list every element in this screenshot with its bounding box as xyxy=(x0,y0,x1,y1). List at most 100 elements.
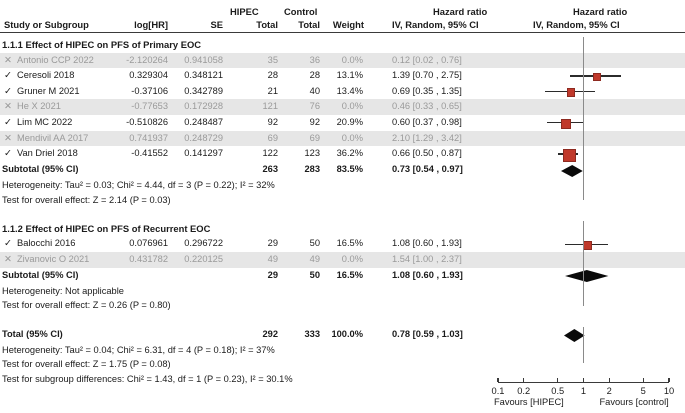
subtotal-hipec-total: 29 xyxy=(267,269,278,280)
null-effect-line xyxy=(582,326,585,363)
header-study-or-subgroup: Study or Subgroup xyxy=(4,19,89,30)
x-axis-tick xyxy=(642,378,644,382)
study-loghr: -0.510826 xyxy=(126,117,168,127)
study-effect-estimate: 0.69 [0.35 , 1.35] xyxy=(392,85,462,96)
study-se: 0.220125 xyxy=(184,254,223,264)
study-control-total: 50 xyxy=(309,238,320,249)
study-hipec-total: 29 xyxy=(267,238,278,249)
included-check-icon[interactable]: ✓ xyxy=(4,70,12,82)
study-loghr: 0.329304 xyxy=(129,70,168,81)
study-name: Lim MC 2022 xyxy=(17,117,73,127)
header-group-control: Control xyxy=(284,6,318,17)
x-axis-tick-label: 0.1 xyxy=(491,386,505,396)
header-loghr: log[HR] xyxy=(134,19,168,30)
study-effect-estimate: 1.08 [0.60 , 1.93] xyxy=(392,238,462,249)
study-control-total: 36 xyxy=(309,54,320,65)
study-weight: 16.5% xyxy=(336,238,363,249)
subtotal-row[interactable]: Subtotal (95% CI) 29 50 16.5% 1.08 [0.60 , 1… xyxy=(0,268,685,284)
excluded-x-icon[interactable]: ✕ xyxy=(4,101,12,113)
header-hazard-ratio-left: Hazard ratio xyxy=(433,6,488,17)
included-check-icon[interactable]: ✓ xyxy=(4,117,12,128)
total-hipec-total: 292 xyxy=(262,328,278,339)
heterogeneity-row[interactable]: Heterogeneity: Not applicable xyxy=(0,283,685,299)
excluded-x-icon[interactable]: ✕ xyxy=(4,254,12,265)
study-weight: 13.4% xyxy=(336,85,363,96)
table-row[interactable]: ✕ He X 2021 -0.77653 0.172928 121 76 0.0% 0.46 … xyxy=(0,99,685,115)
total-overall-effect-row[interactable]: Test for overall effect: Z = 1.75 (P = 0… xyxy=(0,356,685,372)
study-se: 0.248487 xyxy=(184,117,223,127)
x-axis-tick-label: 0.5 xyxy=(551,386,565,396)
study-hipec-total: 69 xyxy=(267,132,278,143)
table-row[interactable]: ✓ Lim MC 2022 -0.510826 0.248487 92 92 20.9% 0.… xyxy=(0,115,685,131)
total-control-total: 333 xyxy=(304,328,320,339)
included-check-icon[interactable]: ✓ xyxy=(4,238,12,250)
study-loghr: -0.37106 xyxy=(131,85,168,96)
effect-size-marker[interactable] xyxy=(592,72,601,82)
header-hazard-ratio-right: Hazard ratio xyxy=(573,6,628,17)
excluded-x-icon[interactable]: ✕ xyxy=(4,54,12,66)
pooled-effect-diamond xyxy=(560,164,583,177)
header-hipec-total: Total xyxy=(256,19,278,30)
effect-size-marker[interactable] xyxy=(582,240,592,250)
table-row[interactable]: ✕ Antonio CCP 2022 -2.120264 0.941058 35 36 0.… xyxy=(0,52,685,69)
subgroup-differences-test: Test for subgroup differences: Chi² = 1.… xyxy=(2,373,293,384)
table-row[interactable]: ✕ Mendivil AA 2017 0.741937 0.248729 69 69 0.0… xyxy=(0,130,685,147)
subgroup-heterogeneity-1.1.2: Heterogeneity: Not applicable xyxy=(2,286,124,297)
excluded-x-icon[interactable]: ✕ xyxy=(4,132,12,144)
total-effect-estimate: 0.78 [0.59 , 1.03] xyxy=(392,328,463,339)
subgroup-heading-row[interactable]: 1.1.2 Effect of HIPEC on PFS of Recurren… xyxy=(0,221,685,237)
subtotal-effect-estimate: 0.73 [0.54 , 0.97] xyxy=(392,163,463,174)
subtotal-weight: 16.5% xyxy=(336,269,363,280)
subtotal-hipec-total: 263 xyxy=(262,163,278,174)
total-heterogeneity-row[interactable]: Heterogeneity: Tau² = 0.04; Chi² = 6.31,… xyxy=(0,342,685,358)
study-control-total: 92 xyxy=(309,117,320,127)
subtotal-control-total: 283 xyxy=(304,163,320,174)
study-effect-estimate: 0.12 [0.02 , 0.76] xyxy=(392,54,462,65)
study-control-total: 28 xyxy=(309,70,320,81)
study-weight: 0.0% xyxy=(341,101,363,112)
study-effect-estimate: 0.46 [0.33 , 0.65] xyxy=(392,101,462,112)
included-check-icon[interactable]: ✓ xyxy=(4,85,12,97)
x-axis-tick xyxy=(582,378,585,382)
total-row[interactable]: Total (95% CI) 292 333 100.0% 0.78 [0.59 , 1… xyxy=(0,327,685,343)
forest-graph-area: 0.1 0.2 0.5 1 2 5 10 Favours [HIPEC] Favours [co… xyxy=(440,0,685,413)
subgroup-heading-row[interactable]: 1.1.1 Effect of HIPEC on PFS of Primary … xyxy=(0,37,685,53)
study-effect-estimate: 1.54 [1.00 , 2.37] xyxy=(392,254,462,264)
header-group-hipec: HIPEC xyxy=(230,6,259,17)
x-axis-tick xyxy=(497,378,499,382)
table-row[interactable]: ✓ Balocchi 2016 0.076961 0.296722 29 50 16.5% 1… xyxy=(0,236,685,252)
overall-effect-row[interactable]: Test for overall effect: Z = 2.14 (P = 0… xyxy=(0,192,685,208)
null-effect-line xyxy=(582,220,585,306)
x-axis-tick-label: 0.2 xyxy=(517,386,531,396)
subtotal-weight: 83.5% xyxy=(336,163,363,174)
total-overall-effect: Test for overall effect: Z = 1.75 (P = 0… xyxy=(2,359,171,370)
study-effect-estimate: 0.60 [0.37 , 0.98] xyxy=(392,117,462,127)
study-weight: 13.1% xyxy=(336,70,363,81)
subgroup-heterogeneity-1.1.1: Heterogeneity: Tau² = 0.03; Chi² = 4.44,… xyxy=(2,180,275,191)
table-row[interactable]: ✓ Van Driel 2018 -0.41552 0.141297 122 123 36.… xyxy=(0,146,685,162)
study-loghr: -0.41552 xyxy=(131,148,168,159)
effect-size-marker[interactable] xyxy=(560,118,571,129)
study-name: Van Driel 2018 xyxy=(17,148,78,159)
pooled-effect-diamond xyxy=(564,270,608,283)
subtotal-row[interactable]: Subtotal (95% CI) 263 283 83.5% 0.73 [0.54 ,… xyxy=(0,162,685,178)
included-check-icon[interactable]: ✓ xyxy=(4,148,12,160)
table-row[interactable]: ✓ Ceresoli 2018 0.329304 0.348121 28 28 13.1% 1… xyxy=(0,68,685,84)
x-axis-line xyxy=(498,382,669,384)
subtotal-effect-estimate: 1.08 [0.60 , 1.93] xyxy=(392,269,463,280)
effect-size-marker[interactable] xyxy=(562,148,576,162)
study-loghr: -2.120264 xyxy=(126,54,168,65)
heterogeneity-row[interactable]: Heterogeneity: Tau² = 0.03; Chi² = 4.44,… xyxy=(0,177,685,193)
overall-effect-row[interactable]: Test for overall effect: Z = 0.26 (P = 0… xyxy=(0,297,685,313)
table-row[interactable]: ✕ Zivanovic O 2021 0.431782 0.220125 49 49 0.0… xyxy=(0,252,685,268)
subgroup-differences-row[interactable]: Test for subgroup differences: Chi² = 1.… xyxy=(0,371,685,387)
x-axis-tick xyxy=(668,378,670,382)
pooled-effect-diamond xyxy=(563,328,585,342)
study-name: Balocchi 2016 xyxy=(17,238,76,249)
header-divider xyxy=(0,32,685,34)
effect-size-marker[interactable] xyxy=(566,88,575,97)
table-row[interactable]: ✓ Gruner M 2021 -0.37106 0.342789 21 40 13.4% 0… xyxy=(0,84,685,100)
study-weight: 0.0% xyxy=(341,54,363,65)
study-effect-estimate: 1.39 [0.70 , 2.75] xyxy=(392,70,462,81)
